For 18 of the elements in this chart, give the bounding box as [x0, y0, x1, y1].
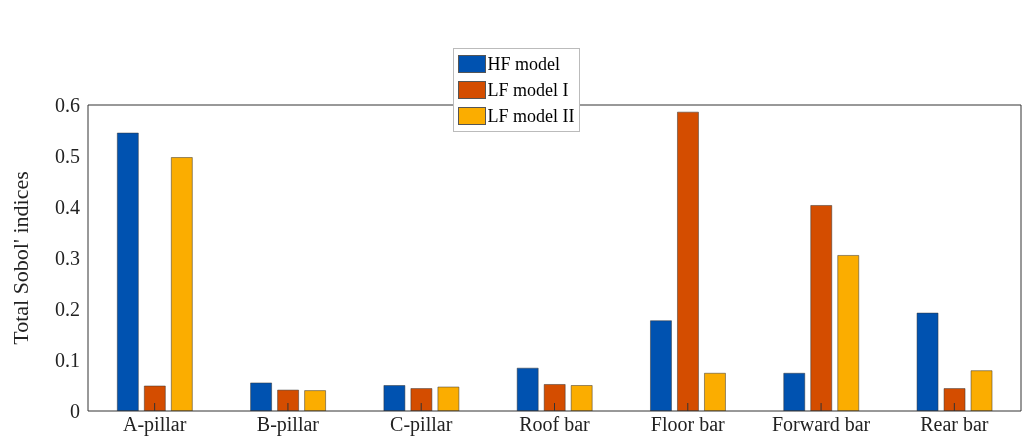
y-axis-title: Total Sobol' indices	[7, 171, 33, 345]
y-tick-label: 0.2	[55, 298, 80, 321]
x-tick-label: C-pillar	[390, 413, 453, 437]
x-tick-label: Rear bar	[920, 413, 989, 436]
y-tick-label: 0.3	[55, 247, 80, 270]
x-tick-label: Roof bar	[519, 413, 591, 436]
x-tick-label: Floor bar	[650, 413, 726, 436]
x-tick-label: B-pillar	[256, 413, 320, 437]
legend-label: LF model I	[487, 79, 569, 101]
x-tick-label: Forward bar	[771, 413, 871, 436]
y-tick-label: 0.1	[55, 349, 80, 372]
y-tick-label: 0	[70, 400, 80, 423]
y-tick-label: 0.4	[55, 196, 80, 219]
y-tick-label: 0.5	[55, 145, 80, 168]
legend-label: LF model II	[487, 105, 575, 127]
y-tick-label: 0.6	[55, 94, 80, 117]
legend-label: HF model	[487, 53, 561, 75]
x-tick-label: A-pillar	[122, 413, 187, 437]
